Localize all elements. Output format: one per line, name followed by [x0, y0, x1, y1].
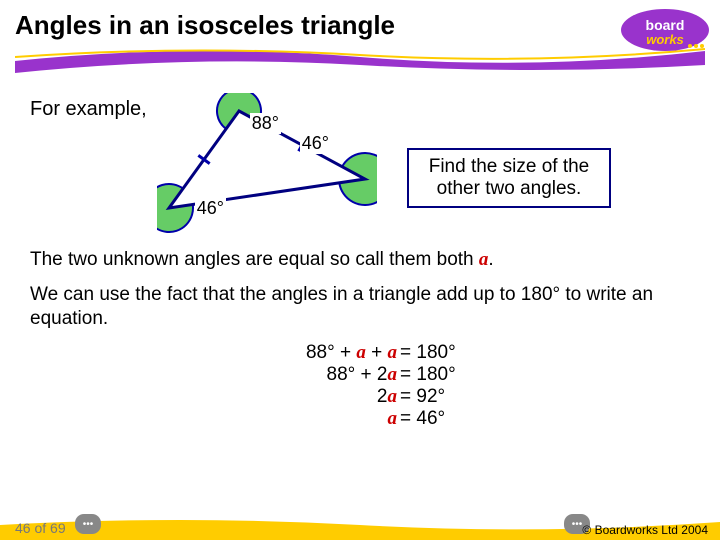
for-example-text: For example,	[30, 98, 147, 121]
header: Angles in an isosceles triangle board wo…	[0, 0, 720, 85]
paragraph-2: We can use the fact that the angles in a…	[30, 283, 690, 332]
header-wave	[15, 43, 705, 75]
footer: 46 of 69 ••• ••• © Boardworks Ltd 2004	[0, 510, 720, 540]
equation-line: 88° + 2a = 180°	[30, 364, 690, 386]
body-text: The two unknown angles are equal so call…	[30, 248, 690, 332]
content: For example, 88° 46° 46° Find the size o…	[0, 85, 720, 430]
prev-button[interactable]: •••	[75, 514, 101, 534]
triangle-diagram: 88° 46° 46°	[157, 93, 377, 233]
equation-line: 88° + a + a = 180°	[30, 342, 690, 364]
instruction-box: Find the size of the other two angles.	[407, 148, 612, 208]
copyright: © Boardworks Ltd 2004	[582, 523, 708, 537]
angle-right: 46°	[300, 133, 331, 154]
page-number: 46 of 69	[15, 520, 66, 536]
equation-line: a = 46°	[30, 408, 690, 430]
equations: 88° + a + a = 180°88° + 2a = 180°2a = 92…	[30, 342, 690, 430]
angle-top: 88°	[250, 113, 281, 134]
equation-line: 2a = 92°	[30, 386, 690, 408]
svg-text:board: board	[646, 17, 685, 33]
instruction-line2: other two angles.	[429, 178, 590, 200]
instruction-line1: Find the size of the	[429, 156, 590, 178]
page-title: Angles in an isosceles triangle	[15, 10, 705, 41]
boardworks-logo: board works	[620, 8, 710, 53]
svg-text:works: works	[646, 32, 684, 47]
angle-left: 46°	[195, 198, 226, 219]
paragraph-1: The two unknown angles are equal so call…	[30, 248, 690, 273]
